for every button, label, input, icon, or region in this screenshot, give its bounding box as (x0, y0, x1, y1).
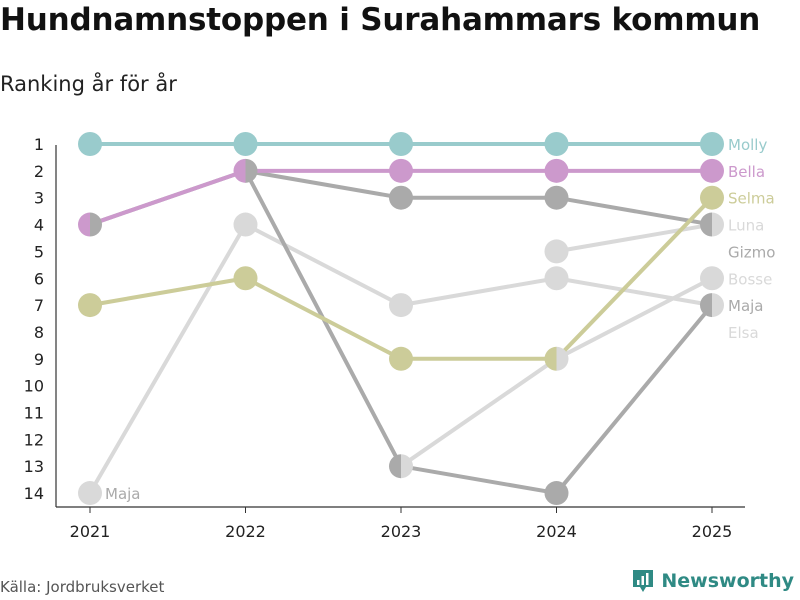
point-selma (389, 346, 413, 371)
point-bella (78, 212, 90, 237)
y-tick-label: 13 (24, 457, 44, 476)
x-tick-label: 2021 (70, 522, 111, 541)
point-elsa (78, 481, 102, 506)
end-label-molly: Molly (728, 136, 767, 154)
point-molly (700, 132, 724, 156)
point-bosse (401, 454, 413, 479)
y-tick-label: 1 (34, 135, 44, 154)
newsworthy-logo-icon (633, 570, 654, 592)
point-bosse (700, 266, 724, 291)
point-bella (233, 158, 246, 183)
y-tick-label: 2 (34, 162, 44, 181)
point-molly (78, 132, 102, 156)
end-label-luna: Luna (728, 217, 764, 235)
point-gizmo (245, 158, 258, 183)
point-selma (700, 185, 724, 210)
point-elsa (389, 293, 413, 318)
end-label-gizmo: Gizmo (728, 243, 775, 261)
point-selma (233, 266, 258, 291)
y-tick-label: 5 (34, 242, 44, 261)
series-line-bosse (399, 276, 714, 469)
point-bosse (556, 346, 569, 371)
point-maja (544, 481, 569, 506)
point-maja (389, 454, 401, 479)
end-label-selma: Selma (728, 190, 775, 208)
chart-subtitle: Ranking år för år (0, 72, 177, 96)
point-maja (700, 293, 712, 318)
chart-title: Hundnamnstoppen i Surahammars kommun (0, 2, 761, 38)
point-molly (233, 132, 258, 156)
x-tick-label: 2022 (225, 522, 266, 541)
x-tick-label: 2024 (536, 522, 577, 541)
y-tick-label: 11 (24, 404, 44, 423)
annotation-label: Maja (105, 485, 141, 503)
y-tick-label: 12 (24, 430, 44, 449)
brand-logo: Newsworthy (631, 568, 794, 594)
point-selma (544, 346, 557, 371)
y-tick-label: 4 (34, 216, 44, 235)
point-selma (78, 293, 102, 318)
brand-name: Newsworthy (661, 570, 794, 592)
point-elsa (233, 212, 258, 237)
point-molly (544, 132, 569, 156)
y-tick-label: 7 (34, 296, 44, 315)
end-label-elsa: Elsa (728, 324, 759, 342)
y-tick-label: 3 (34, 189, 44, 208)
end-label-bella: Bella (728, 163, 765, 181)
point-luna (712, 212, 724, 237)
y-tick-label: 8 (34, 323, 44, 342)
series-line-luna (554, 222, 714, 254)
source-note: Källa: Jordbruksverket (0, 578, 165, 596)
point-gizmo (389, 185, 413, 210)
end-label-bosse: Bosse (728, 270, 772, 288)
point-gizmo (544, 185, 569, 210)
y-tick-label: 6 (34, 269, 44, 288)
series-line-gizmo (243, 168, 714, 227)
x-tick-label: 2023 (381, 522, 422, 541)
point-bella (700, 158, 724, 183)
y-tick-label: 10 (24, 377, 44, 396)
y-tick-label: 9 (34, 350, 44, 369)
x-tick-label: 2025 (692, 522, 733, 541)
point-bella (389, 158, 413, 183)
point-elsa (712, 293, 724, 318)
point-elsa (544, 266, 569, 291)
point-molly (389, 132, 413, 156)
end-label-maja: Maja (728, 297, 764, 315)
point-gizmo (700, 212, 712, 237)
point-luna (544, 239, 569, 264)
y-tick-label: 14 (24, 484, 44, 503)
point-maja (90, 212, 102, 237)
point-bella (544, 158, 569, 183)
